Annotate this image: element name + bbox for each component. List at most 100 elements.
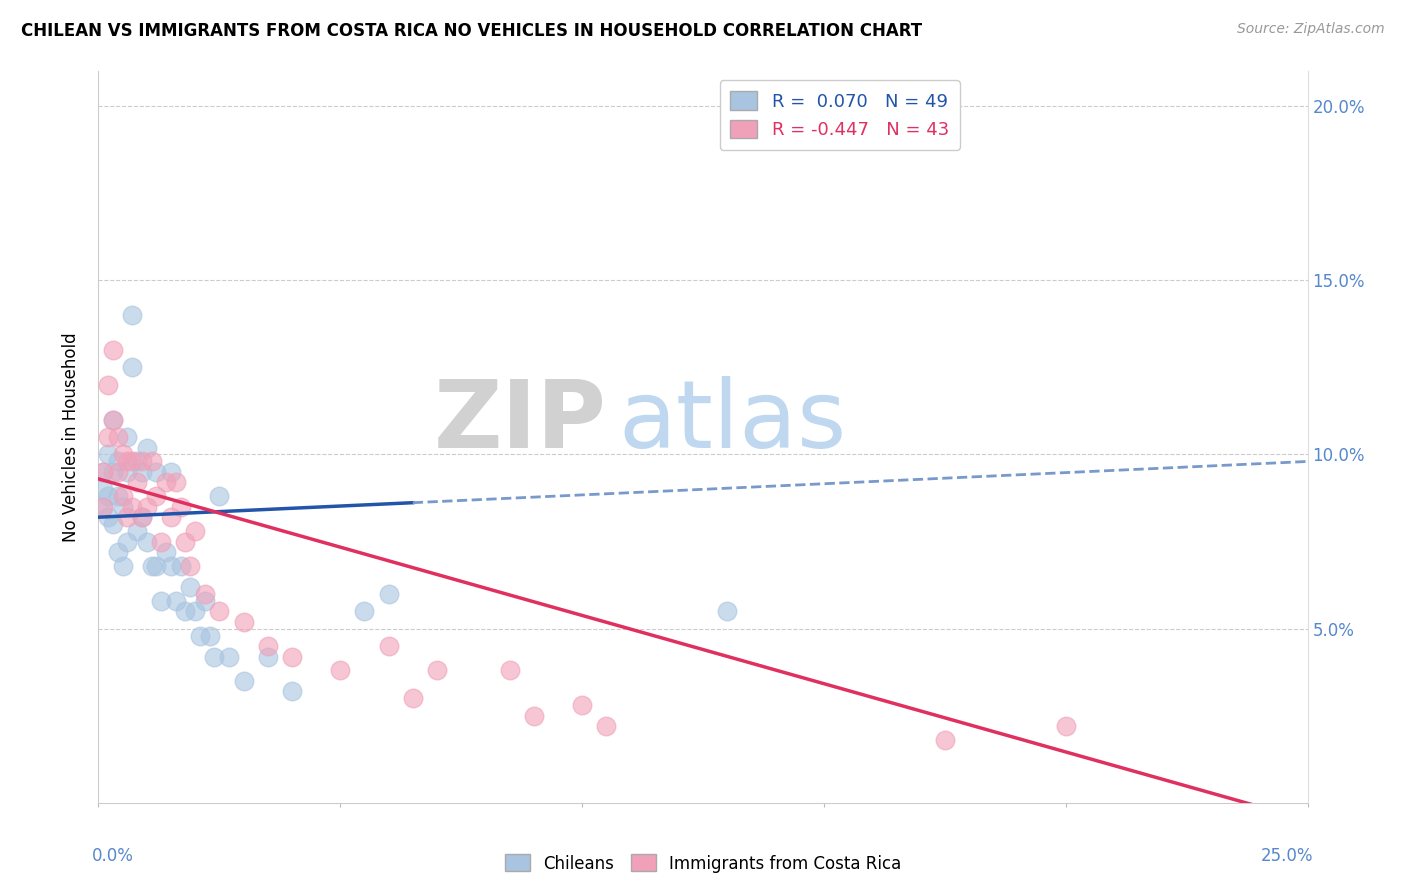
Point (121, 308, 143, 322)
Point (91, 483, 114, 497)
Point (107, 545, 129, 559)
Point (121, 454, 143, 468)
Point (127, 475, 149, 490)
Text: CHILEAN VS IMMIGRANTS FROM COSTA RICA NO VEHICLES IN HOUSEHOLD CORRELATION CHART: CHILEAN VS IMMIGRANTS FROM COSTA RICA NO… (21, 22, 922, 40)
Point (184, 604, 207, 618)
Legend: R =  0.070   N = 49, R = -0.447   N = 43: R = 0.070 N = 49, R = -0.447 N = 43 (720, 80, 960, 150)
Point (160, 558, 183, 573)
Point (97, 377, 120, 392)
Point (165, 594, 187, 608)
Text: ZIP: ZIP (433, 376, 606, 468)
Point (135, 500, 157, 514)
Point (208, 489, 231, 503)
Point (402, 691, 425, 706)
Point (155, 545, 177, 559)
Point (131, 510, 153, 524)
Point (179, 558, 201, 573)
Point (208, 604, 231, 618)
Text: 25.0%: 25.0% (1261, 847, 1313, 864)
Point (934, 733, 956, 747)
Point (121, 360, 143, 375)
Point (131, 454, 153, 468)
Point (107, 465, 129, 479)
Point (150, 594, 173, 608)
Point (127, 524, 149, 538)
Point (111, 500, 134, 514)
Point (107, 454, 129, 468)
Legend: Chileans, Immigrants from Costa Rica: Chileans, Immigrants from Costa Rica (498, 847, 908, 880)
Point (329, 664, 352, 678)
Point (101, 517, 124, 532)
Point (194, 587, 217, 601)
Point (281, 649, 304, 664)
Point (155, 475, 177, 490)
Point (127, 454, 149, 468)
Point (141, 454, 163, 468)
Point (232, 673, 254, 688)
Point (101, 412, 124, 426)
Point (194, 594, 217, 608)
Point (198, 629, 221, 643)
Point (91, 465, 114, 479)
Point (232, 615, 254, 629)
Point (135, 534, 157, 549)
Point (256, 649, 278, 664)
Point (117, 454, 139, 468)
Point (595, 719, 617, 733)
Point (353, 604, 375, 618)
Point (523, 708, 546, 723)
Point (1054, 719, 1077, 733)
Point (111, 489, 134, 503)
Y-axis label: No Vehicles in Household: No Vehicles in Household (62, 332, 80, 542)
Point (117, 510, 139, 524)
Point (135, 441, 157, 455)
Point (377, 639, 399, 653)
Point (160, 465, 183, 479)
Point (97, 510, 120, 524)
Point (111, 448, 134, 462)
Point (179, 580, 201, 594)
Point (169, 558, 191, 573)
Point (377, 587, 399, 601)
Point (107, 489, 129, 503)
Point (150, 534, 173, 549)
Point (101, 343, 124, 357)
Point (131, 465, 153, 479)
Point (571, 698, 593, 713)
Point (97, 489, 120, 503)
Point (111, 558, 134, 573)
Point (91, 500, 114, 514)
Point (107, 430, 129, 444)
Point (426, 664, 449, 678)
Text: 0.0%: 0.0% (93, 847, 134, 864)
Point (97, 430, 120, 444)
Point (145, 465, 167, 479)
Point (141, 558, 163, 573)
Point (97, 448, 120, 462)
Point (91, 465, 114, 479)
Point (101, 465, 124, 479)
Point (117, 430, 139, 444)
Point (184, 524, 207, 538)
Point (218, 649, 240, 664)
Point (117, 465, 139, 479)
Point (169, 500, 191, 514)
Point (174, 604, 197, 618)
Point (145, 558, 167, 573)
Point (174, 534, 197, 549)
Point (160, 510, 183, 524)
Point (117, 534, 139, 549)
Point (91, 500, 114, 514)
Point (188, 629, 211, 643)
Point (131, 510, 153, 524)
Point (256, 639, 278, 653)
Text: atlas: atlas (619, 376, 846, 468)
Point (281, 684, 304, 698)
Point (101, 412, 124, 426)
Point (121, 500, 143, 514)
Point (716, 604, 738, 618)
Point (498, 664, 520, 678)
Point (204, 649, 226, 664)
Point (165, 475, 187, 490)
Text: Source: ZipAtlas.com: Source: ZipAtlas.com (1237, 22, 1385, 37)
